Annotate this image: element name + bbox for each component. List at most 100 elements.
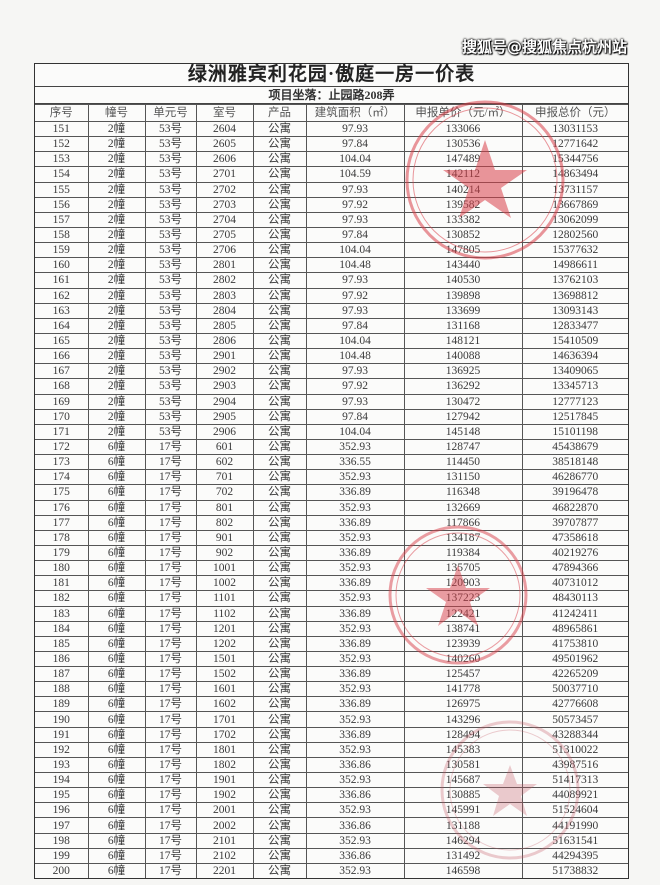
building-cell: 6幢 — [87, 514, 146, 531]
total-price-cell: 43288344 — [521, 726, 628, 743]
building-cell: 2幢 — [87, 317, 146, 334]
product-cell: 公寓 — [252, 120, 307, 138]
room-cell: 2703 — [195, 196, 254, 213]
product-cell: 公寓 — [252, 469, 307, 486]
unit-price-cell: 130852 — [403, 226, 523, 244]
area-cell: 97.93 — [305, 393, 405, 410]
table-row: 182 6幢 17号 1101 公寓 352.93 137223 48430113 — [35, 590, 628, 607]
unit-price-cell: 122421 — [403, 605, 523, 622]
table-row: 196 6幢 17号 2001 公寓 352.93 145991 51524604 — [35, 802, 628, 819]
seq-cell: 153 — [35, 151, 89, 168]
unit-price-cell: 130536 — [403, 136, 523, 153]
building-cell: 2幢 — [87, 151, 146, 168]
seq-cell: 160 — [35, 257, 89, 274]
table-row: 162 2幢 53号 2803 公寓 97.92 139898 13698812 — [35, 287, 628, 304]
product-cell: 公寓 — [252, 136, 307, 153]
unit-cell: 53号 — [144, 393, 197, 410]
unit-cell: 17号 — [144, 711, 197, 728]
area-cell: 352.93 — [305, 741, 405, 758]
table-row: 189 6幢 17号 1602 公寓 336.89 126975 42776608 — [35, 696, 628, 713]
building-cell: 6幢 — [87, 696, 146, 713]
room-cell: 802 — [195, 514, 254, 531]
table-row: 161 2幢 53号 2802 公寓 97.93 140530 13762103 — [35, 272, 628, 289]
building-cell: 2幢 — [87, 257, 146, 274]
table-row: 184 6幢 17号 1201 公寓 352.93 138741 48965861 — [35, 620, 628, 637]
product-cell: 公寓 — [252, 423, 307, 440]
seq-cell: 169 — [35, 393, 89, 410]
product-cell: 公寓 — [252, 726, 307, 743]
table-row: 152 2幢 53号 2605 公寓 97.84 130536 12771642 — [35, 136, 628, 153]
table-row: 195 6幢 17号 1902 公寓 336.86 130885 44089921 — [35, 787, 628, 804]
unit-cell: 53号 — [144, 408, 197, 425]
table-row: 197 6幢 17号 2002 公寓 336.86 131188 44191990 — [35, 817, 628, 834]
product-cell: 公寓 — [252, 575, 307, 592]
room-cell: 1002 — [195, 575, 254, 592]
seq-cell: 173 — [35, 454, 89, 471]
seq-cell: 171 — [35, 423, 89, 440]
total-price-cell: 12517845 — [521, 408, 628, 425]
unit-cell: 17号 — [144, 847, 197, 864]
seq-cell: 164 — [35, 317, 89, 334]
area-cell: 104.59 — [305, 166, 405, 183]
product-cell: 公寓 — [252, 560, 307, 577]
table-row: 179 6幢 17号 902 公寓 336.89 119384 40219276 — [35, 544, 628, 562]
unit-price-cell: 126975 — [403, 696, 523, 713]
unit-cell: 17号 — [144, 454, 197, 471]
area-cell: 97.92 — [305, 287, 405, 304]
seq-cell: 154 — [35, 166, 89, 183]
area-cell: 352.93 — [305, 620, 405, 637]
building-cell: 6幢 — [87, 590, 146, 607]
total-price-cell: 41242411 — [521, 605, 628, 622]
unit-price-cell: 145687 — [403, 772, 523, 789]
building-cell: 2幢 — [87, 211, 146, 228]
unit-cell: 53号 — [144, 211, 197, 228]
table-row: 164 2幢 53号 2805 公寓 97.84 131168 12833477 — [35, 317, 628, 334]
room-cell: 2803 — [195, 287, 254, 304]
total-price-cell: 45438679 — [521, 438, 628, 456]
product-cell: 公寓 — [252, 862, 307, 879]
seq-cell: 178 — [35, 529, 89, 546]
room-cell: 2805 — [195, 317, 254, 334]
seq-cell: 166 — [35, 348, 89, 365]
room-cell: 2002 — [195, 817, 254, 834]
building-cell: 2幢 — [87, 348, 146, 365]
area-cell: 104.04 — [305, 332, 405, 350]
room-cell: 1202 — [195, 635, 254, 652]
product-cell: 公寓 — [252, 272, 307, 289]
seq-cell: 188 — [35, 681, 89, 698]
product-cell: 公寓 — [252, 348, 307, 365]
total-price-cell: 12777123 — [521, 393, 628, 410]
seq-cell: 170 — [35, 408, 89, 425]
area-cell: 336.86 — [305, 847, 405, 864]
area-cell: 336.89 — [305, 726, 405, 743]
total-price-cell: 40731012 — [521, 575, 628, 592]
room-cell: 2902 — [195, 363, 254, 380]
seq-cell: 172 — [35, 438, 89, 456]
total-price-cell: 46286770 — [521, 469, 628, 486]
building-cell: 2幢 — [87, 332, 146, 350]
area-cell: 352.93 — [305, 469, 405, 486]
product-cell: 公寓 — [252, 393, 307, 410]
unit-price-cell: 135705 — [403, 560, 523, 577]
building-cell: 2幢 — [87, 136, 146, 153]
area-cell: 352.93 — [305, 711, 405, 728]
area-cell: 352.93 — [305, 529, 405, 546]
product-cell: 公寓 — [252, 605, 307, 622]
unit-cell: 53号 — [144, 348, 197, 365]
total-price-cell: 41753810 — [521, 635, 628, 652]
building-cell: 6幢 — [87, 650, 146, 668]
table-row: 166 2幢 53号 2901 公寓 104.48 140088 14636394 — [35, 348, 628, 365]
product-cell: 公寓 — [252, 257, 307, 274]
building-cell: 6幢 — [87, 484, 146, 501]
room-cell: 602 — [195, 454, 254, 471]
column-header: 序号 — [35, 104, 89, 122]
product-cell: 公寓 — [252, 287, 307, 304]
building-cell: 6幢 — [87, 529, 146, 546]
room-cell: 1102 — [195, 605, 254, 622]
product-cell: 公寓 — [252, 590, 307, 607]
total-price-cell: 40219276 — [521, 544, 628, 562]
unit-cell: 17号 — [144, 832, 197, 849]
unit-price-cell: 114450 — [403, 454, 523, 471]
unit-price-cell: 128747 — [403, 438, 523, 456]
area-cell: 336.89 — [305, 544, 405, 562]
